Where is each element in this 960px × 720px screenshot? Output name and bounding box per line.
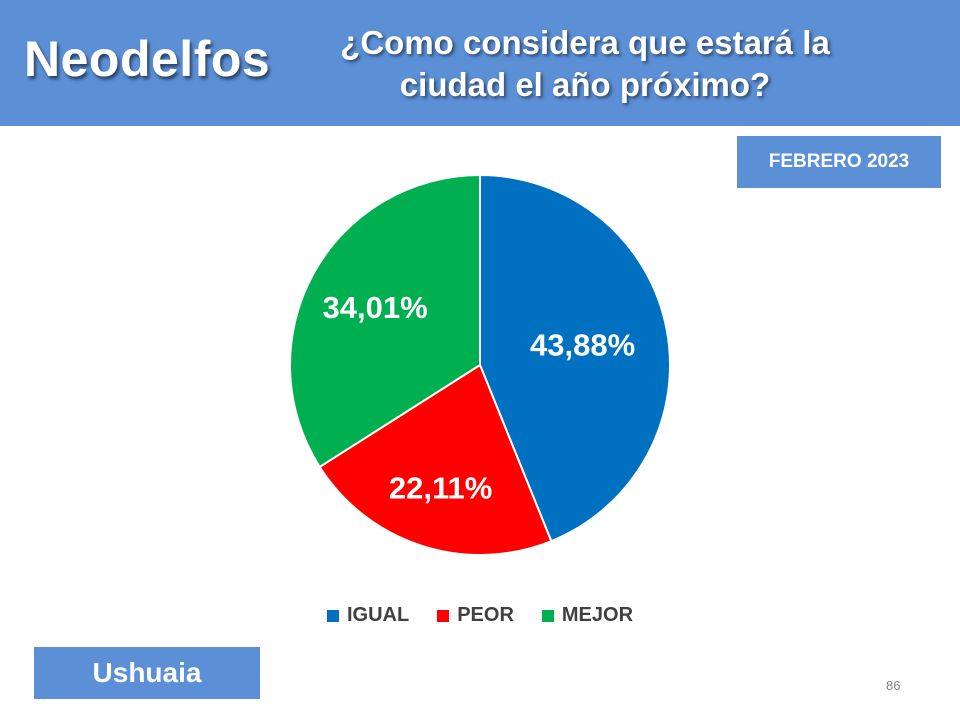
legend-label-mejor: MEJOR bbox=[561, 604, 634, 626]
legend-swatch-peor bbox=[437, 609, 450, 622]
city-badge: Ushuaia bbox=[34, 647, 260, 699]
data-label-mejor: 34,01% bbox=[323, 290, 428, 325]
legend-label-peor: PEOR bbox=[457, 604, 514, 626]
legend-label-igual: IGUAL bbox=[346, 604, 410, 626]
data-label-igual: 43,88% bbox=[530, 328, 635, 363]
legend-item-mejor: MEJOR bbox=[541, 604, 634, 627]
legend-swatch-igual bbox=[326, 609, 339, 622]
chart-question: ¿Como considera que estará la ciudad el … bbox=[340, 24, 830, 103]
pie-slice-mejor bbox=[289, 173, 481, 469]
chart-legend: IGUAL PEOR MEJOR bbox=[0, 604, 960, 627]
legend-item-igual: IGUAL bbox=[326, 604, 410, 627]
brand-title: Neodelfos bbox=[24, 31, 271, 87]
legend-item-peor: PEOR bbox=[437, 604, 514, 627]
pie-slice-peor bbox=[318, 363, 553, 556]
header-bar: Neodelfos ¿Como considera que estará la … bbox=[0, 0, 960, 126]
legend-swatch-mejor bbox=[541, 609, 554, 622]
page-number: 86 bbox=[886, 678, 901, 693]
pie-slice-igual bbox=[479, 173, 671, 543]
date-badge: FEBRERO 2023 bbox=[737, 136, 941, 188]
data-label-peor: 22,11% bbox=[389, 471, 492, 506]
